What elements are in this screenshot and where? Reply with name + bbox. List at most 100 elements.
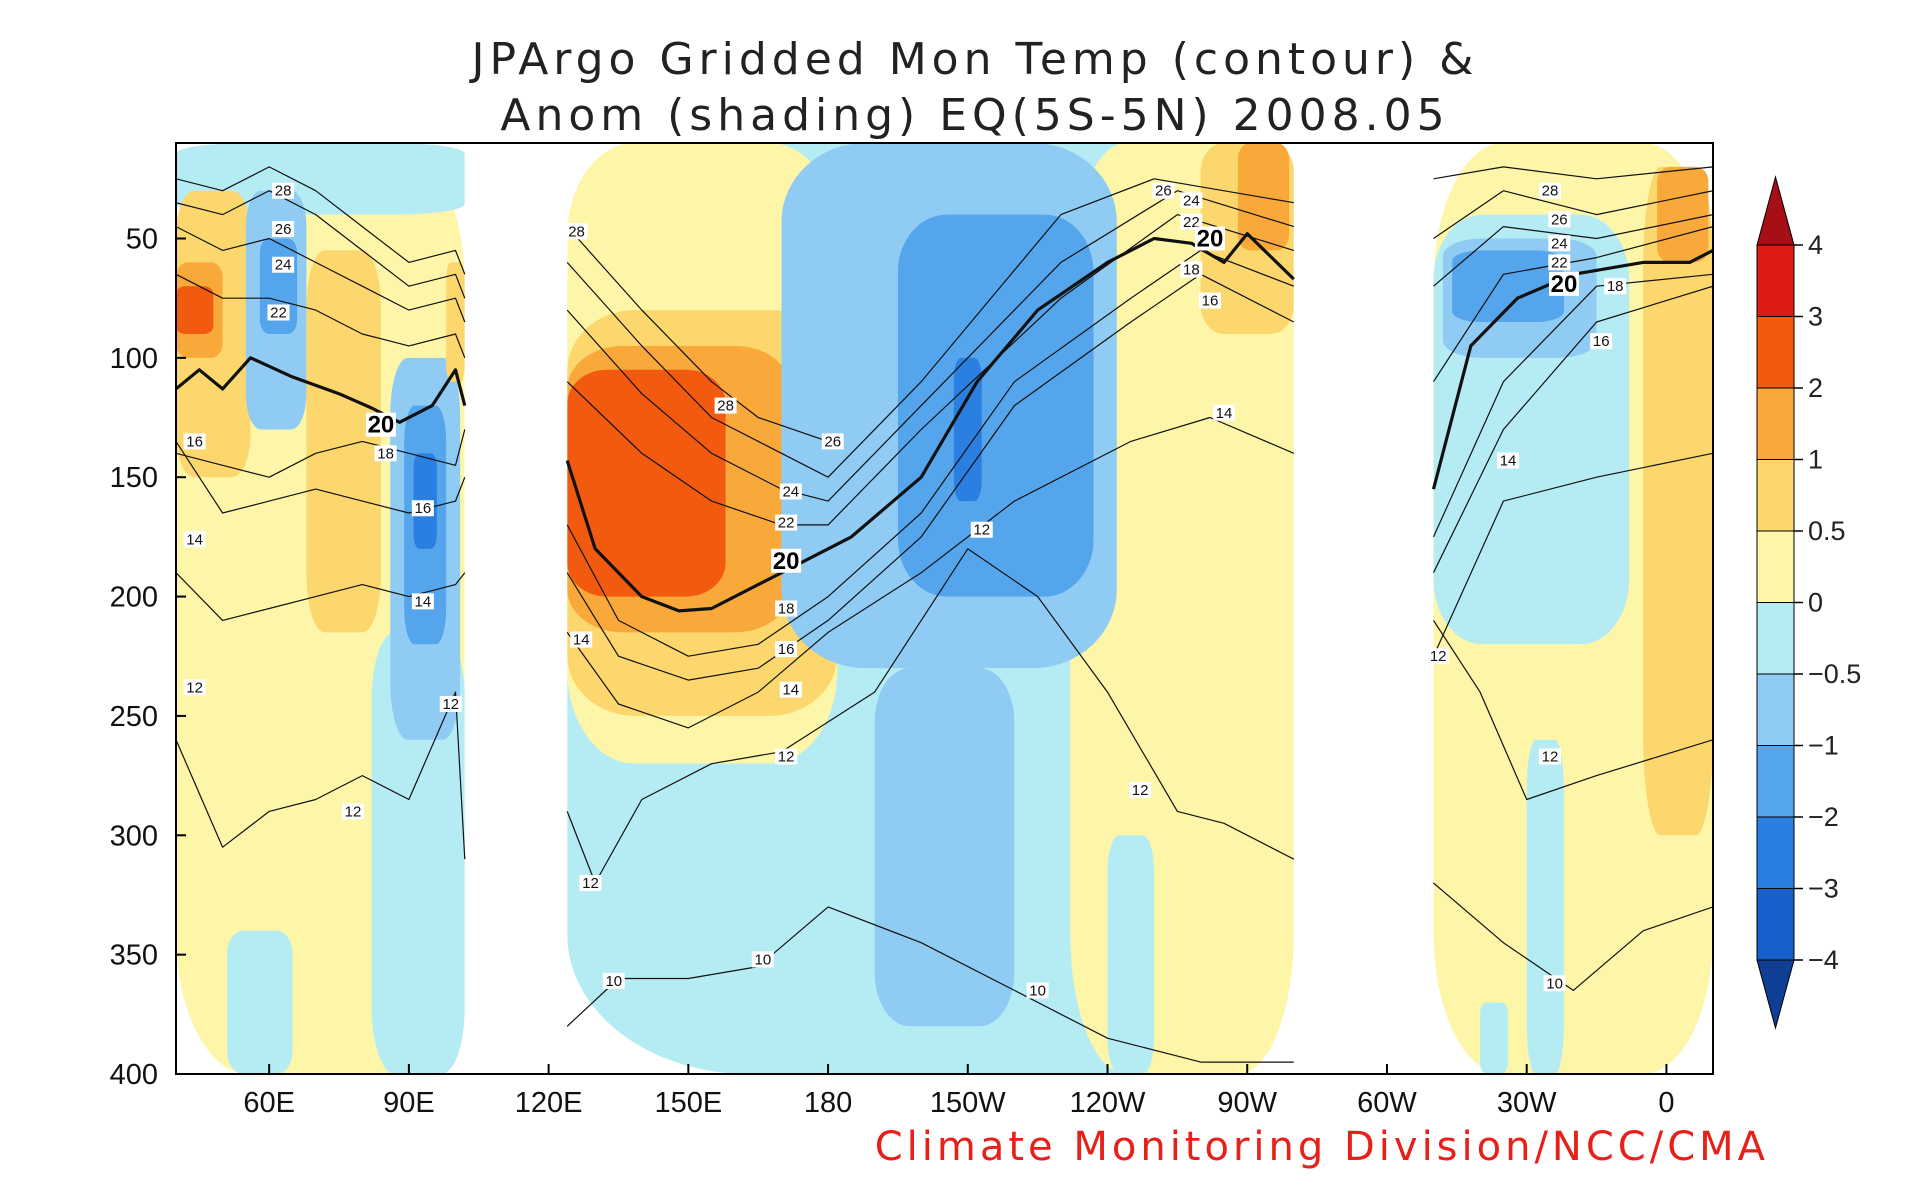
contour-label-15: 26 <box>824 433 841 450</box>
contour-label-bg-14 <box>714 397 737 414</box>
contour-label-22: 14 <box>782 682 799 699</box>
colorbar-box-9 <box>1756 888 1795 961</box>
colorbar-label-5: 0 <box>1808 588 1823 618</box>
contour-label-30: 26 <box>1155 183 1172 200</box>
contour-label-bg-26 <box>1129 781 1152 798</box>
contour-label-bg-20 <box>775 641 798 658</box>
contour-label-28: 10 <box>755 951 772 968</box>
colorbar-box-5 <box>1756 602 1795 675</box>
y-axis: 50 100 150 200 250 300 350 400 <box>110 223 186 1091</box>
contour-label-bg-45 <box>1427 648 1450 665</box>
colorbar-box-8 <box>1756 816 1795 889</box>
contour-label-26: 12 <box>1132 782 1149 799</box>
contour-label-bg-38 <box>1548 211 1571 228</box>
contour-18-segment-2 <box>1432 273 1713 538</box>
contour-label-39: 24 <box>1551 235 1568 252</box>
colorbar-label-8: −2 <box>1808 802 1839 832</box>
chart-title-line-1: JPArgo Gridded Mon Temp (contour) & <box>469 34 1479 85</box>
contour-label-45: 12 <box>1430 648 1447 665</box>
contour-label-bg-31 <box>1180 192 1203 209</box>
contour-label-31: 24 <box>1183 192 1200 209</box>
missing-data-bands <box>464 143 1434 1074</box>
contour-label-bg-8 <box>183 531 206 548</box>
contour-label-bg-37 <box>1538 182 1561 199</box>
contour-label-47: 10 <box>1546 975 1563 992</box>
colorbar-label-1: 3 <box>1808 302 1823 332</box>
contour-labels: 2826242220181616141412121228282624222018… <box>183 182 1627 999</box>
contour-14-segment-0 <box>176 572 466 622</box>
contour-label-bg-15 <box>821 433 844 450</box>
anomaly-region-21 <box>1237 143 1290 251</box>
contour-18-segment-0 <box>176 429 466 478</box>
contour-label-bg-35 <box>1198 292 1221 309</box>
x-tick-label-0: 60E <box>243 1087 295 1119</box>
contour-16-segment-0 <box>176 441 466 514</box>
contour-label-13: 28 <box>568 223 585 240</box>
contour-12-segment-1 <box>566 548 1295 884</box>
contour-label-27: 10 <box>605 973 622 990</box>
contour-label-bg-11 <box>439 695 462 712</box>
contour-10-segment-1 <box>1433 882 1713 992</box>
contour-label-46: 12 <box>1542 749 1559 766</box>
contour-label-bg-40 <box>1548 254 1571 271</box>
contour-label-33: 20 <box>1197 225 1224 252</box>
contour-label-bg-21 <box>570 631 593 648</box>
contour-label-bg-7 <box>411 500 434 517</box>
anomaly-region-34 <box>1480 1002 1509 1074</box>
contour-label-2: 24 <box>275 257 292 274</box>
contour-label-23: 12 <box>778 749 795 766</box>
contour-label-7: 16 <box>415 500 432 517</box>
contour-26-segment-2 <box>1433 190 1713 239</box>
contour-label-bg-13 <box>565 223 588 240</box>
chart-title-line-2: Anom (shading) EQ(5S-5N) 2008.05 <box>500 90 1449 141</box>
colorbar-label-0: 4 <box>1808 230 1823 260</box>
contour-label-bg-3 <box>267 304 290 321</box>
colorbar-box-2 <box>1756 387 1795 460</box>
contour-label-bg-34 <box>1180 261 1203 278</box>
contour-22-segment-0 <box>176 273 466 359</box>
contour-label-bg-42 <box>1604 278 1627 295</box>
contour-label-bg-36 <box>1212 404 1235 421</box>
colorbar-top-arrow <box>1756 175 1795 246</box>
contour-28-segment-1 <box>566 226 829 442</box>
anomaly-shading <box>176 143 1713 1074</box>
contour-18-segment-1 <box>566 249 1295 657</box>
contour-label-14: 28 <box>717 398 734 415</box>
contour-label-bg-22 <box>779 681 802 698</box>
contour-label-9: 14 <box>415 593 432 610</box>
contour-label-24: 12 <box>582 875 599 892</box>
contour-28-segment-0 <box>176 166 466 275</box>
contour-26-segment-0 <box>176 190 466 299</box>
contour-label-37: 28 <box>1542 183 1559 200</box>
contour-24-segment-1 <box>566 190 1294 502</box>
colorbar: 4 3 2 1 0.5 0 −0.5 −1 −2 −3 −4 <box>1756 175 1861 1030</box>
colorbar-label-4: 0.5 <box>1808 516 1846 546</box>
contour-label-8: 14 <box>186 531 203 548</box>
colorbar-label-2: 2 <box>1808 373 1823 403</box>
contour-28-segment-2 <box>1433 166 1713 180</box>
y-tick-label-5: 300 <box>110 820 158 852</box>
contour-label-41: 20 <box>1551 271 1578 298</box>
contour-label-10: 12 <box>186 679 203 696</box>
contour-label-43: 16 <box>1593 333 1610 350</box>
contour-label-35: 16 <box>1202 293 1219 310</box>
anomaly-region-4 <box>306 250 381 633</box>
contour-label-bg-6 <box>183 433 206 450</box>
colorbar-label-7: −1 <box>1808 731 1839 761</box>
contour-label-21: 14 <box>573 632 590 649</box>
contour-label-19: 18 <box>778 601 795 618</box>
contour-label-bg-0 <box>272 182 295 199</box>
anomaly-region-26 <box>1107 835 1155 1074</box>
contour-label-3: 22 <box>270 304 287 321</box>
x-tick-label-2: 120E <box>515 1087 583 1119</box>
y-tick-label-6: 350 <box>110 940 158 972</box>
contour-16-segment-2 <box>1432 285 1713 573</box>
anomaly-region-24 <box>953 357 982 502</box>
contour-label-bg-16 <box>779 483 802 500</box>
contour-label-5: 18 <box>377 445 394 462</box>
contour-20-segment-0 <box>176 356 467 424</box>
colorbar-label-10: −4 <box>1808 945 1839 975</box>
x-tick-label-10: 0 <box>1658 1087 1674 1119</box>
contour-label-29: 10 <box>1029 982 1046 999</box>
